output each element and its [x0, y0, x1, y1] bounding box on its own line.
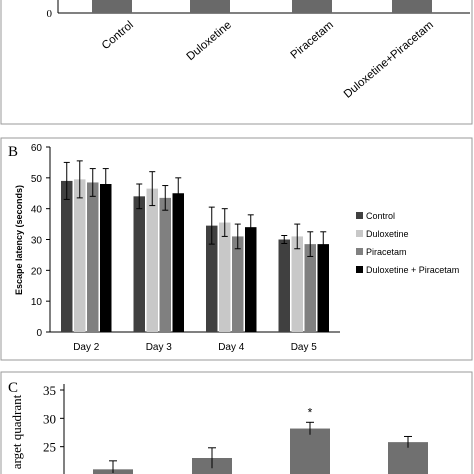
- panel-b-x-tick-labels: Day 2 Day 3 Day 4 Day 5: [73, 342, 317, 353]
- panel-b-legend-swatch: [356, 248, 363, 255]
- panel-b-bars: [61, 160, 329, 332]
- panel-b-bar: [232, 236, 244, 332]
- panel-b-bar: [87, 182, 99, 332]
- panel-b-legend-swatch: [356, 212, 363, 219]
- panel-b-bar: [278, 239, 290, 332]
- panel-b-bar: [133, 196, 145, 332]
- panel-c-bar: [290, 428, 330, 474]
- panel-c: C arget quadrant 25 30 35 *: [0, 371, 473, 474]
- panel-b-legend-label: Duloxetine: [366, 229, 409, 239]
- panel-b-y-tick-label: 60: [31, 143, 43, 154]
- panel-b-bar: [219, 222, 231, 332]
- panel-a-bar: [292, 0, 332, 13]
- panel-a-bar: [92, 0, 132, 13]
- panel-c-significance-marker: *: [308, 405, 313, 419]
- panel-b-bar: [146, 188, 158, 332]
- panel-a-bar: [190, 0, 230, 13]
- panel-b-bar: [159, 197, 171, 332]
- panel-b-legend-swatch: [356, 230, 363, 237]
- panel-b: B Escape latency (seconds) 0 10 20 30 40 50 60…: [0, 137, 473, 361]
- panel-b-y-axis-title: Escape latency (seconds): [14, 185, 24, 295]
- panel-b-y-tick-label: 10: [31, 297, 43, 308]
- panel-b-bar: [206, 225, 218, 332]
- panel-b-bar: [317, 244, 329, 332]
- panel-b-x-tick-label: Day 4: [218, 342, 245, 353]
- panel-b-bar: [245, 227, 257, 332]
- panel-a-bars: [92, 0, 432, 13]
- panel-b-x-tick-label: Day 2: [73, 342, 100, 353]
- panel-b-bar: [304, 244, 316, 332]
- panel-b-y-tick-label: 0: [36, 328, 42, 339]
- panel-c-bars: *: [93, 405, 428, 474]
- panel-a-bar: [392, 0, 432, 13]
- panel-b-y-ticks: 0 10 20 30 40 50 60: [31, 143, 50, 339]
- panel-c-y-tick-label: 25: [43, 440, 56, 455]
- panel-a-frame: [0, 0, 473, 125]
- panel-b-legend-swatch: [356, 266, 363, 273]
- panel-b-legend: Control Duloxetine Piracetam Duloxetine + P…: [356, 211, 459, 275]
- panel-b-y-tick-label: 40: [31, 205, 43, 216]
- panel-c-label: C: [8, 380, 18, 396]
- panel-c-y-axis-title: arget quadrant: [9, 394, 24, 469]
- panel-b-x-tick-label: Day 5: [291, 342, 318, 353]
- panel-b-bar: [291, 236, 303, 332]
- panel-b-bar: [172, 193, 184, 332]
- panel-a: 0 Control Duloxetine Piracetam Duloxetine+P…: [0, 0, 473, 125]
- panel-c-y-tick-label: 35: [43, 383, 56, 398]
- panel-b-bar: [100, 184, 112, 332]
- panel-b-legend-label: Piracetam: [366, 247, 407, 257]
- panel-b-bar: [74, 179, 86, 332]
- panel-b-legend-label: Duloxetine + Piracetam: [366, 265, 459, 275]
- panel-b-y-tick-label: 50: [31, 174, 43, 185]
- panel-b-x-tick-label: Day 3: [146, 342, 173, 353]
- panel-b-y-tick-label: 20: [31, 266, 43, 277]
- panel-b-y-tick-label: 30: [31, 236, 43, 247]
- panel-c-y-ticks: 25 30 35: [43, 383, 64, 455]
- panel-b-label: B: [8, 144, 18, 160]
- panel-b-legend-label: Control: [366, 211, 395, 221]
- panel-b-bar: [61, 180, 73, 332]
- panel-a-y-tick-label: 0: [47, 8, 53, 20]
- panel-c-y-tick-label: 30: [43, 411, 56, 426]
